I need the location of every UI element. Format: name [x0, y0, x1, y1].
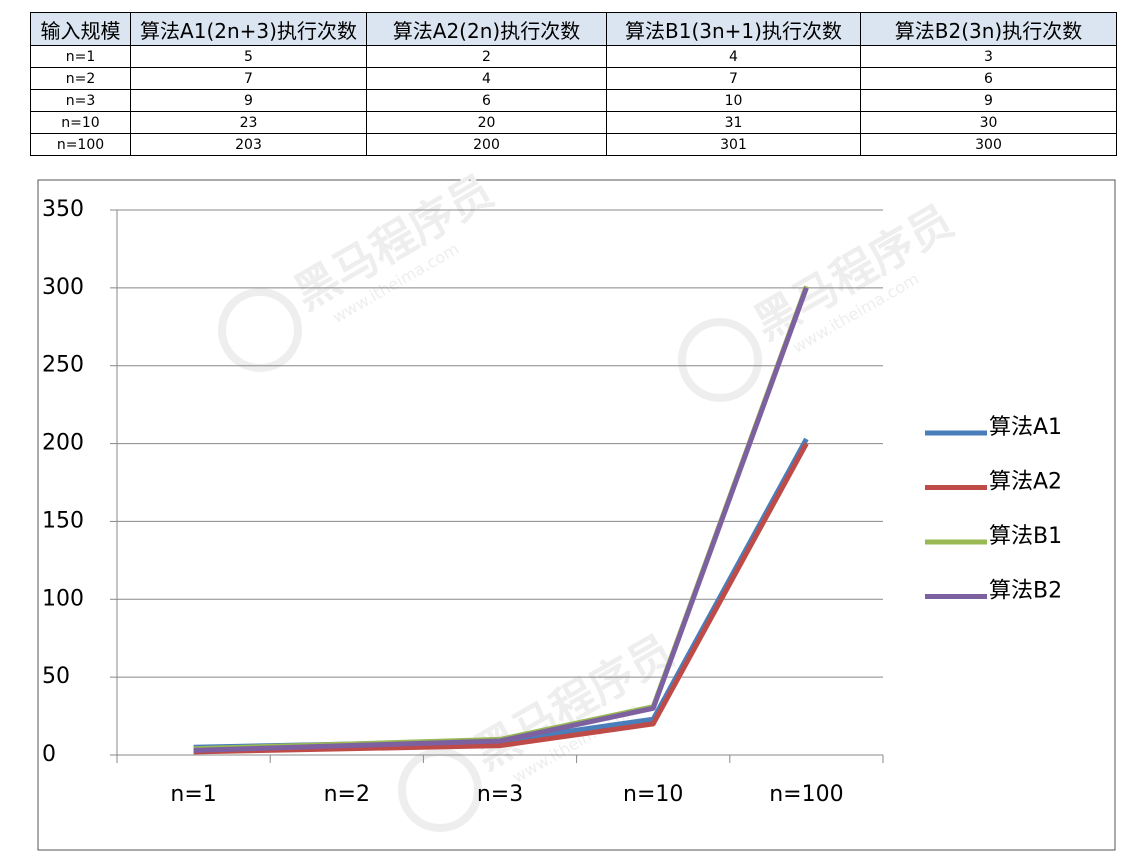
x-tick-label: n=3	[477, 782, 523, 807]
x-tick-label: n=100	[769, 782, 843, 807]
header-cell: 算法B1(3n+1)执行次数	[606, 12, 861, 46]
table-cell: n=100	[30, 133, 131, 156]
y-tick-label: 50	[42, 664, 70, 689]
y-tick-label: 200	[42, 431, 84, 456]
chart-frame	[37, 179, 1116, 851]
table-cell: n=10	[30, 111, 131, 134]
header-cell: 算法B2(3n)执行次数	[860, 12, 1117, 46]
y-tick-label: 150	[42, 508, 84, 533]
header-cell: 算法A1(2n+3)执行次数	[130, 12, 367, 46]
series-line	[193, 442, 809, 755]
table-row: n=1 5 2 4 3	[30, 45, 1117, 68]
legend-label: 算法A1	[989, 415, 1062, 440]
watermark-brand: 黑马程序员	[746, 196, 962, 350]
table-cell: 301	[606, 133, 861, 156]
legend-label: 算法B2	[989, 579, 1062, 604]
y-tick-label: 350	[42, 197, 84, 222]
watermark-logo	[678, 318, 762, 402]
y-tick-label: 250	[42, 353, 84, 378]
table-row: n=2 7 4 7 6	[30, 67, 1117, 90]
table-cell: 200	[366, 133, 607, 156]
header-row: 输入规模 算法A1(2n+3)执行次数 算法A2(2n)执行次数 算法B1(3n+1)…	[30, 12, 1117, 46]
y-tick-label: 0	[42, 742, 56, 767]
table-cell: 10	[606, 89, 861, 112]
watermark-brand: 黑马程序员	[466, 626, 682, 780]
table-cell: 300	[860, 133, 1117, 156]
table-row: n=3 9 6 10 9	[30, 89, 1117, 112]
table-body: n=1 5 2 4 3 n=2 7 4 7 6 n=3 9 6 10 9 n=10 23 20 31 30 n=100 2…	[30, 45, 1117, 156]
x-tick-label: n=10	[623, 782, 683, 807]
table-row: n=100 203 200 301 300	[30, 133, 1117, 156]
watermark-brand: 黑马程序员	[286, 166, 502, 320]
data-table: 输入规模 算法A1(2n+3)执行次数 算法A2(2n)执行次数 算法B1(3n+1)…	[30, 12, 1117, 156]
table-cell: n=1	[30, 45, 131, 68]
legend-label: 算法B1	[989, 524, 1062, 549]
legend-label: 算法A2	[989, 470, 1062, 495]
y-tick-label: 100	[42, 586, 84, 611]
series-line	[193, 287, 809, 753]
x-tick-label: n=2	[324, 782, 370, 807]
header-cell: 输入规模	[30, 12, 131, 46]
table-row: n=10 23 20 31 30	[30, 111, 1117, 134]
watermark-logo	[218, 288, 302, 372]
table-cell: n=3	[30, 89, 131, 112]
table-cell: 203	[130, 133, 367, 156]
watermark-logo	[398, 748, 482, 832]
y-tick-label: 300	[42, 275, 84, 300]
series-line	[193, 437, 809, 750]
x-tick-label: n=1	[170, 782, 216, 807]
